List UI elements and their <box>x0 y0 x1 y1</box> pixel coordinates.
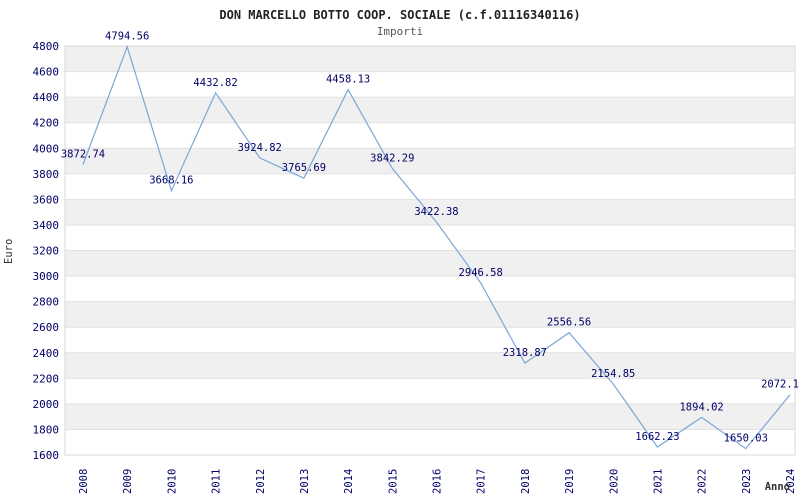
data-label: 3765.69 <box>282 162 326 174</box>
plot-band <box>65 327 795 353</box>
y-axis-label: Euro <box>3 239 15 264</box>
y-tick-label: 3600 <box>33 193 60 206</box>
x-tick-label: 2022 <box>697 469 709 494</box>
y-tick-label: 3000 <box>33 270 60 283</box>
y-tick-label: 1600 <box>33 449 60 462</box>
plot-band <box>65 378 795 404</box>
x-tick-label: 2015 <box>387 469 399 494</box>
plot-band <box>65 122 795 149</box>
plot-band <box>65 250 795 277</box>
data-label: 3668.16 <box>149 175 193 187</box>
plot-band <box>65 173 795 200</box>
y-tick-label: 1800 <box>33 423 60 436</box>
data-label: 4794.56 <box>105 31 149 43</box>
plot-band <box>65 224 795 251</box>
data-label: 4432.82 <box>193 77 237 89</box>
y-tick-label: 4600 <box>33 66 60 79</box>
data-label: 1662.23 <box>635 431 679 443</box>
y-tick-label: 4200 <box>33 117 60 130</box>
y-tick-label: 4800 <box>33 40 60 53</box>
x-tick-label: 2017 <box>476 469 488 494</box>
data-label: 3842.29 <box>370 152 414 164</box>
chart-title: DON MARCELLO BOTTO COOP. SOCIALE (c.f.01… <box>219 8 581 22</box>
plot-band <box>65 148 795 174</box>
x-tick-label: 2019 <box>564 469 576 494</box>
x-axis-label: Anno <box>765 481 790 493</box>
plot-band <box>65 97 795 123</box>
x-tick-label: 2011 <box>211 469 223 494</box>
data-line <box>82 44 791 450</box>
y-tick-label: 3400 <box>33 219 60 232</box>
x-tick-label: 2020 <box>608 469 620 494</box>
x-tick-label: 2024 <box>785 469 797 494</box>
y-tick-label: 4000 <box>33 142 60 155</box>
plot-band <box>65 276 795 302</box>
x-tick-label: 2023 <box>741 469 753 494</box>
plot-band <box>65 46 795 72</box>
data-label: 3924.82 <box>238 142 282 154</box>
y-tick-label: 3800 <box>33 168 60 181</box>
chart-subtitle: Importi <box>376 25 424 38</box>
x-tick-label: 2014 <box>343 469 355 494</box>
data-label: 3422.38 <box>414 206 458 218</box>
y-tick-label: 3200 <box>33 245 60 258</box>
data-label: 1650.03 <box>724 433 768 445</box>
data-label: 1894.02 <box>679 401 723 413</box>
data-label: 2072.1 <box>761 379 799 391</box>
x-tick-label: 2009 <box>122 469 134 494</box>
data-label: 3872.74 <box>61 149 105 161</box>
data-label: 2154.85 <box>591 368 635 380</box>
plot-border <box>64 45 796 456</box>
plot-band <box>65 71 795 98</box>
y-tick-label: 2000 <box>33 398 60 411</box>
x-tick-label: 2010 <box>166 469 178 494</box>
plot-band <box>65 403 795 430</box>
data-label: 2556.56 <box>547 317 591 329</box>
x-tick-label: 2008 <box>78 469 90 494</box>
x-tick-label: 2016 <box>432 469 444 494</box>
x-tick-label: 2013 <box>299 469 311 494</box>
plot-band <box>65 429 795 455</box>
data-label: 2318.87 <box>503 347 547 359</box>
plot-band <box>65 352 795 379</box>
y-tick-label: 4400 <box>33 91 60 104</box>
plot-band <box>65 301 795 328</box>
y-tick-label: 2400 <box>33 347 60 360</box>
x-tick-label: 2018 <box>520 469 532 494</box>
y-tick-label: 2600 <box>33 321 60 334</box>
y-tick-label: 2800 <box>33 296 60 309</box>
data-label: 4458.13 <box>326 74 370 86</box>
plot-band <box>65 199 795 225</box>
data-label: 2946.58 <box>459 267 503 279</box>
y-tick-label: 2200 <box>33 372 60 385</box>
x-tick-label: 2012 <box>255 469 267 494</box>
x-tick-label: 2021 <box>652 469 664 494</box>
